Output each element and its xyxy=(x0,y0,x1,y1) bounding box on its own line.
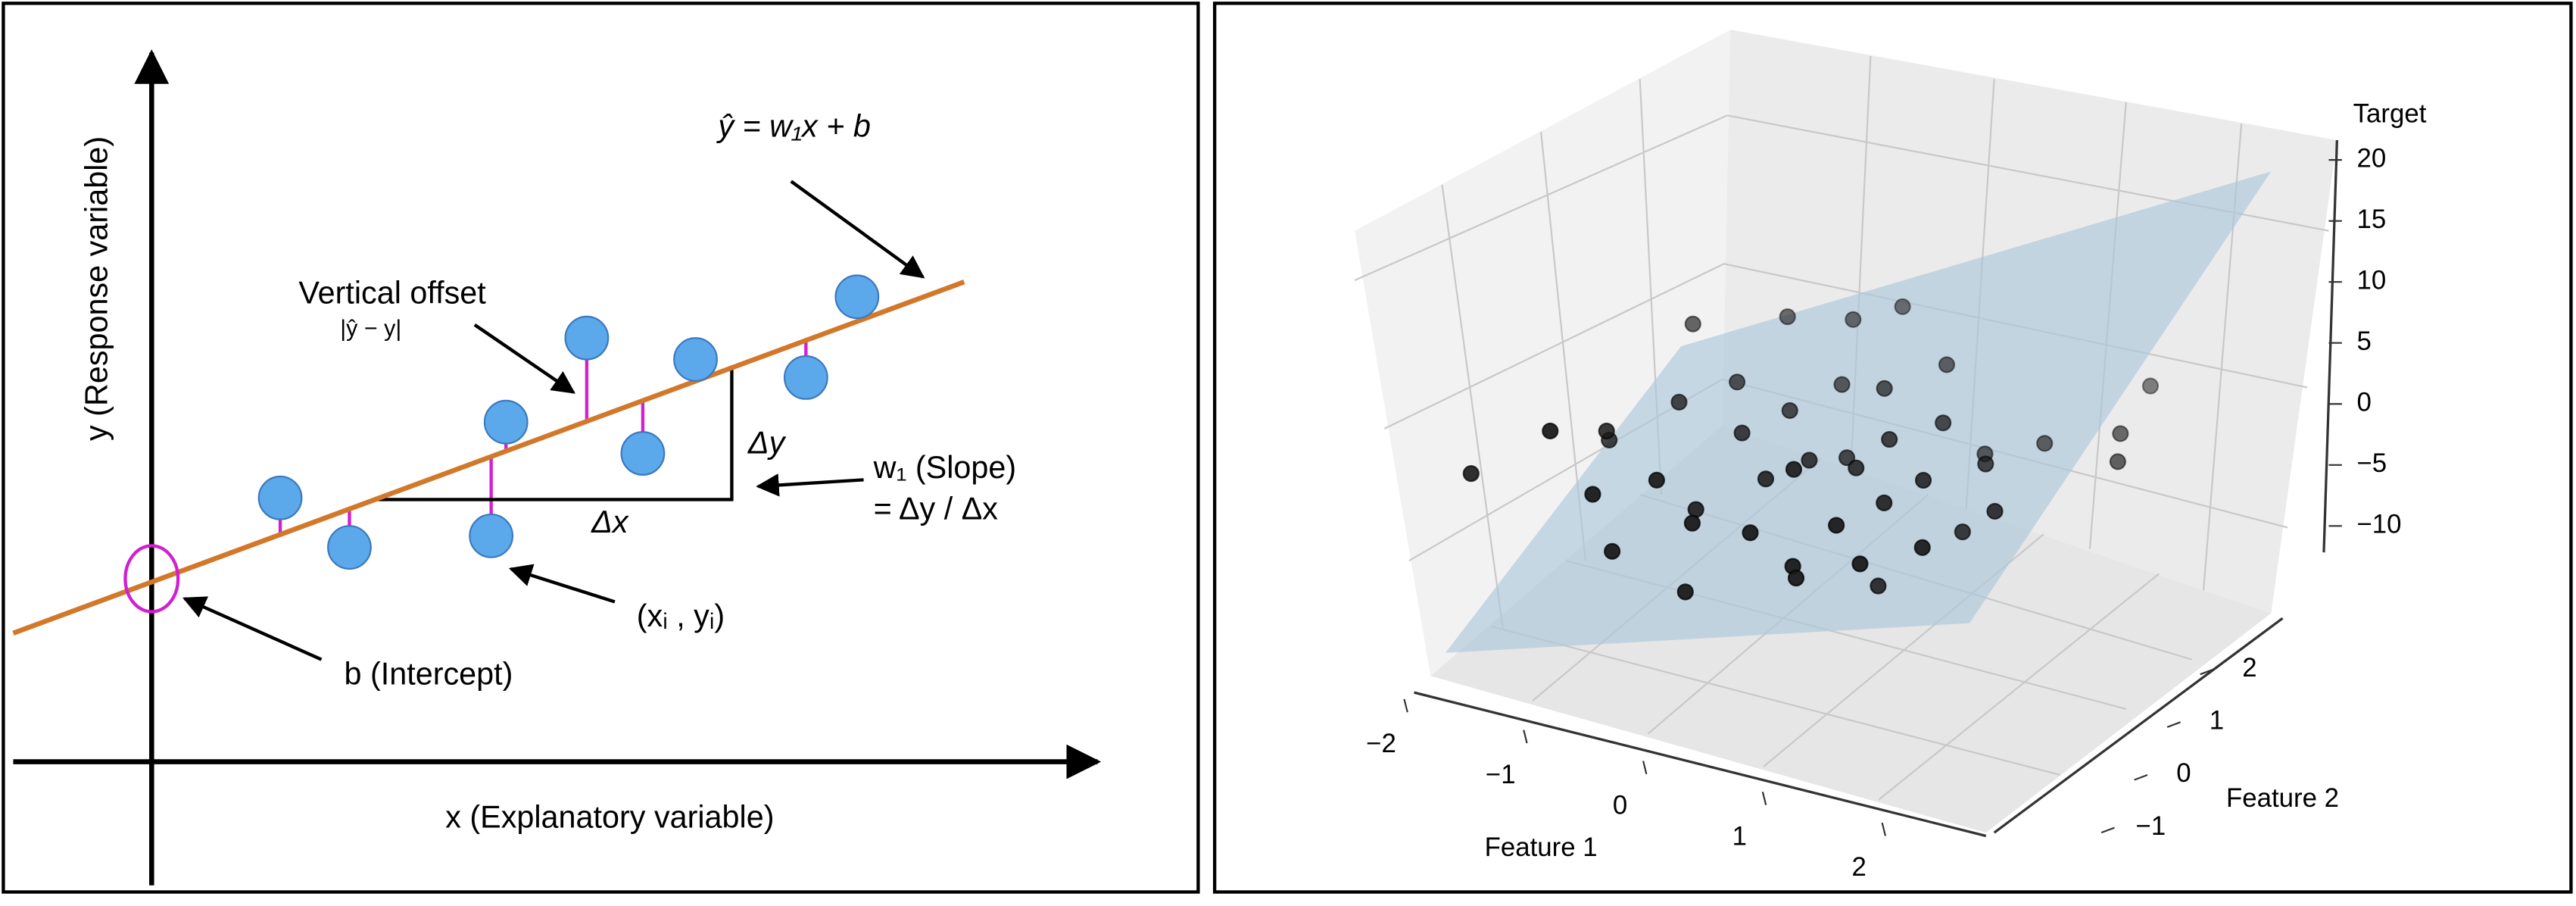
y-axis-label: y (Response variable) xyxy=(80,136,114,441)
delta-x: Δx xyxy=(591,505,629,539)
x-tick-label: 1 xyxy=(1732,821,1747,851)
intercept-label: b (Intercept) xyxy=(344,656,513,691)
scatter-point xyxy=(1845,311,1862,328)
scatter-point xyxy=(1914,471,1932,489)
scatter-point xyxy=(1542,422,1559,440)
left-pane xyxy=(1355,30,1731,676)
scatter-point xyxy=(2109,453,2126,470)
y-tick-label: −1 xyxy=(2136,811,2166,841)
scatter-point xyxy=(1876,380,1893,397)
scatter-point xyxy=(1977,455,1994,473)
z-tick-label: −5 xyxy=(2356,448,2387,478)
data-points xyxy=(257,274,880,570)
scatter-point xyxy=(1779,308,1796,326)
delta-y: Δy xyxy=(747,426,787,461)
y-tick xyxy=(2100,826,2115,834)
intercept-marker xyxy=(123,544,180,614)
panel-border xyxy=(2,2,1200,894)
slope-formula: = Δy / Δx xyxy=(874,492,999,526)
y-tick-label: 1 xyxy=(2210,706,2224,736)
scatter-point xyxy=(1584,486,1601,503)
scatter-point xyxy=(1870,577,1887,595)
x-tick xyxy=(1881,822,1887,836)
scatter-point xyxy=(1742,524,1759,542)
y-tick xyxy=(2134,773,2148,781)
z-tick-label: 15 xyxy=(2356,205,2386,234)
scatter-point xyxy=(1954,523,1971,541)
scatter-point xyxy=(1785,461,1803,478)
x-tick xyxy=(1403,698,1408,713)
vertical-offset-formula: |ŷ − y| xyxy=(340,315,401,341)
axis-edges xyxy=(1414,139,2338,838)
x-tick-label: 0 xyxy=(1613,791,1627,820)
x-tick-label: −1 xyxy=(1486,760,1516,789)
scatter-point xyxy=(1729,373,1746,391)
scatter-point xyxy=(2036,435,2054,452)
y-tick-label: 0 xyxy=(2176,758,2191,788)
arrows xyxy=(182,180,925,661)
scatter-point xyxy=(1935,414,1952,432)
y-tick xyxy=(2200,668,2214,676)
x-tick-label: 2 xyxy=(1851,852,1866,882)
point-label: (xᵢ , yᵢ) xyxy=(637,598,725,633)
y-axis-title: Feature 2 xyxy=(2226,783,2339,813)
scatter-point xyxy=(1683,514,1701,532)
scatter-point xyxy=(1833,376,1851,393)
regression-plane xyxy=(1445,171,2272,653)
scatter-point xyxy=(1787,569,1805,587)
x-tick-label: −2 xyxy=(1366,729,1396,758)
scatter-point xyxy=(1676,583,1694,601)
x-axis-title: Feature 1 xyxy=(1485,833,1598,862)
scatter3d-panel: Feature 1 Feature 2 Target −2−1012−1012−… xyxy=(1212,2,2573,894)
scatter-point xyxy=(1838,449,1856,467)
scatter-point xyxy=(1876,494,1893,511)
scatter-point xyxy=(2112,425,2129,442)
y-tick xyxy=(2166,721,2181,728)
scatter-point xyxy=(1604,542,1621,560)
z-tick-label: −10 xyxy=(2356,510,2401,539)
y-tick-label: 2 xyxy=(2242,653,2256,683)
scatter-point xyxy=(1938,356,1956,373)
vertical-offset-label: Vertical offset xyxy=(298,276,486,311)
scatter-point xyxy=(1687,501,1704,518)
scatter-point xyxy=(1913,539,1931,556)
scatter-point xyxy=(1670,393,1688,411)
x-tick xyxy=(1523,729,1528,744)
equation: ŷ = w₁x + b xyxy=(716,109,870,144)
scatter-point xyxy=(1986,502,2004,520)
z-axis-title: Target xyxy=(2353,99,2427,129)
z-tick-label: 20 xyxy=(2356,143,2386,173)
scatter-point xyxy=(1598,422,1615,440)
x-tick xyxy=(1761,792,1767,805)
scatter-point xyxy=(1733,424,1751,442)
x-tick xyxy=(1642,761,1648,775)
scatter-point xyxy=(1894,298,1911,315)
regression-line xyxy=(12,280,965,636)
regression-diagram: ŷ = w₁x + b Vertical offset |ŷ − y| Δy Δ… xyxy=(2,2,1200,894)
slope-label: w₁ (Slope) xyxy=(873,450,1017,485)
scatter-point xyxy=(1462,464,1480,483)
scatter-point xyxy=(1781,401,1798,420)
scatter-point xyxy=(1851,555,1869,573)
z-tick-label: 10 xyxy=(2356,265,2386,295)
scatter-point xyxy=(1801,451,1818,469)
scatter-point xyxy=(2141,377,2160,395)
scatter-point xyxy=(1828,517,1845,534)
slope-triangle xyxy=(374,369,734,501)
z-tick-label: 0 xyxy=(2356,387,2371,417)
scatter-point xyxy=(1881,430,1898,448)
scatter-point xyxy=(1684,315,1701,333)
x-axis-label: x (Explanatory variable) xyxy=(445,800,774,835)
scatter-point xyxy=(1848,459,1865,476)
scatter-point xyxy=(1757,470,1775,488)
scatter-point xyxy=(1648,471,1665,489)
z-tick-label: 5 xyxy=(2356,326,2371,356)
